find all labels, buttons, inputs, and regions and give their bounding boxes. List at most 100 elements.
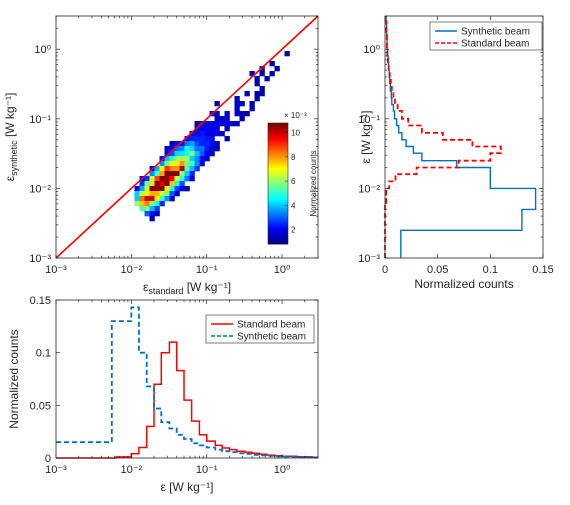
heatmap-cell [224, 116, 230, 122]
heatmap-cell [164, 186, 170, 192]
colorbar-segment [268, 167, 288, 170]
colorbar-segment [268, 171, 288, 174]
heatmap-cell [159, 196, 165, 202]
heatmap-cell [164, 151, 170, 157]
panel-a-frame [55, 15, 319, 259]
heatmap-cell [209, 151, 215, 157]
heatmap-cell [224, 136, 230, 142]
heatmap-cell [164, 146, 170, 152]
heatmap-cell [174, 141, 180, 147]
x-tick-label: 0.05 [427, 264, 448, 276]
heatmap-cell [174, 161, 180, 167]
colorbar-segment [268, 219, 288, 223]
heatmap-cell [194, 166, 200, 172]
heatmap-cell [209, 136, 215, 142]
heatmap-cell [144, 201, 150, 207]
heatmap-cell [169, 156, 175, 162]
colorbar-segment [268, 189, 288, 192]
heatmap-cell [214, 121, 220, 127]
colorbar-segment [268, 143, 288, 146]
heatmap-cell [204, 151, 210, 157]
heatmap-cell [254, 96, 260, 102]
colorbar-segment [268, 205, 288, 209]
heatmap-cell [134, 196, 140, 202]
x-tick-label: 0 [382, 264, 388, 276]
heatmap-cell [199, 141, 205, 147]
heatmap-cell [149, 206, 155, 212]
heatmap-cell [159, 181, 165, 187]
colorbar-segment [268, 173, 288, 176]
heatmap-cell [179, 156, 185, 162]
heatmap-cell [209, 126, 215, 132]
colorbar-segment [268, 131, 288, 134]
legend-label: Standard beam [461, 39, 529, 50]
colorbar-segment [268, 149, 288, 152]
heatmap-cell [139, 206, 145, 212]
heatmap-cell [274, 66, 280, 72]
heatmap-cell [254, 91, 260, 97]
heatmap-cell [184, 151, 190, 157]
heatmap-cell [219, 131, 225, 137]
heatmap-cell [164, 191, 170, 197]
heatmap-cell [204, 156, 210, 162]
x-axis-label: εstandard [W kg⁻¹] [143, 280, 231, 296]
heatmap-cell [159, 201, 165, 207]
colorbar-segment [268, 169, 288, 172]
heatmap-cell [159, 191, 165, 197]
heatmap-cell [149, 181, 155, 187]
heatmap-cell [159, 161, 165, 167]
panel-c-legend [205, 314, 315, 344]
x-tick-label: 10⁻³ [45, 464, 67, 476]
heatmap-cell [144, 206, 150, 212]
heatmap-cell [194, 121, 200, 127]
heatmap-cell [239, 116, 245, 122]
colorbar-segment [268, 181, 288, 184]
heatmap-cell [199, 136, 205, 142]
heatmap-cell [159, 186, 165, 192]
colorbar-segment [268, 233, 288, 237]
x-tick-label: 10⁻² [120, 464, 142, 476]
heatmap-cell [154, 166, 160, 172]
heatmap-cell [164, 166, 170, 172]
y-tick-label: 0.05 [30, 400, 51, 412]
heatmap-cell [214, 126, 220, 132]
heatmap-cell [169, 151, 175, 157]
heatmap-cell [254, 76, 260, 82]
heatmap-cell [144, 176, 150, 182]
colorbar-tick-label: 2 [291, 225, 296, 234]
heatmap-cell [254, 81, 260, 87]
heatmap-cell [234, 121, 240, 127]
heatmap-cell [209, 146, 215, 152]
heatmap-cell [134, 191, 140, 197]
heatmap-cell [169, 186, 175, 192]
colorbar-segment [268, 133, 288, 136]
heatmap-cell [209, 121, 215, 127]
y-tick-label: 0 [45, 453, 51, 465]
panel-b-series-synthetic [385, 16, 537, 258]
y-tick-label: 10⁻¹ [358, 114, 380, 126]
heatmap-cell [204, 126, 210, 132]
y-tick-label: 10⁰ [34, 44, 51, 56]
colorbar-segment [268, 211, 288, 215]
colorbar-segment [268, 141, 288, 144]
y-tick-label: 10⁻³ [358, 253, 380, 265]
colorbar-tick-label: 4 [291, 201, 296, 210]
heatmap-cell [249, 106, 255, 112]
heatmap-cell [224, 111, 230, 117]
heatmap-cell [204, 141, 210, 147]
y-tick-label: 0.15 [30, 295, 51, 307]
heatmap-cell [184, 176, 190, 182]
heatmap-cell [154, 171, 160, 177]
colorbar-segment [268, 139, 288, 142]
heatmap-cell [214, 101, 220, 107]
legend-label: Synthetic beam [237, 332, 306, 343]
heatmap-cell [174, 166, 180, 172]
colorbar-segment [268, 209, 288, 213]
heatmap-cell [179, 181, 185, 187]
heatmap-cell [139, 186, 145, 192]
y-axis-label: Normalized counts [7, 329, 21, 428]
colorbar-tick-label: 6 [291, 177, 296, 186]
colorbar-label: Normalized counts [309, 150, 318, 216]
x-tick-label: 0.15 [532, 264, 553, 276]
